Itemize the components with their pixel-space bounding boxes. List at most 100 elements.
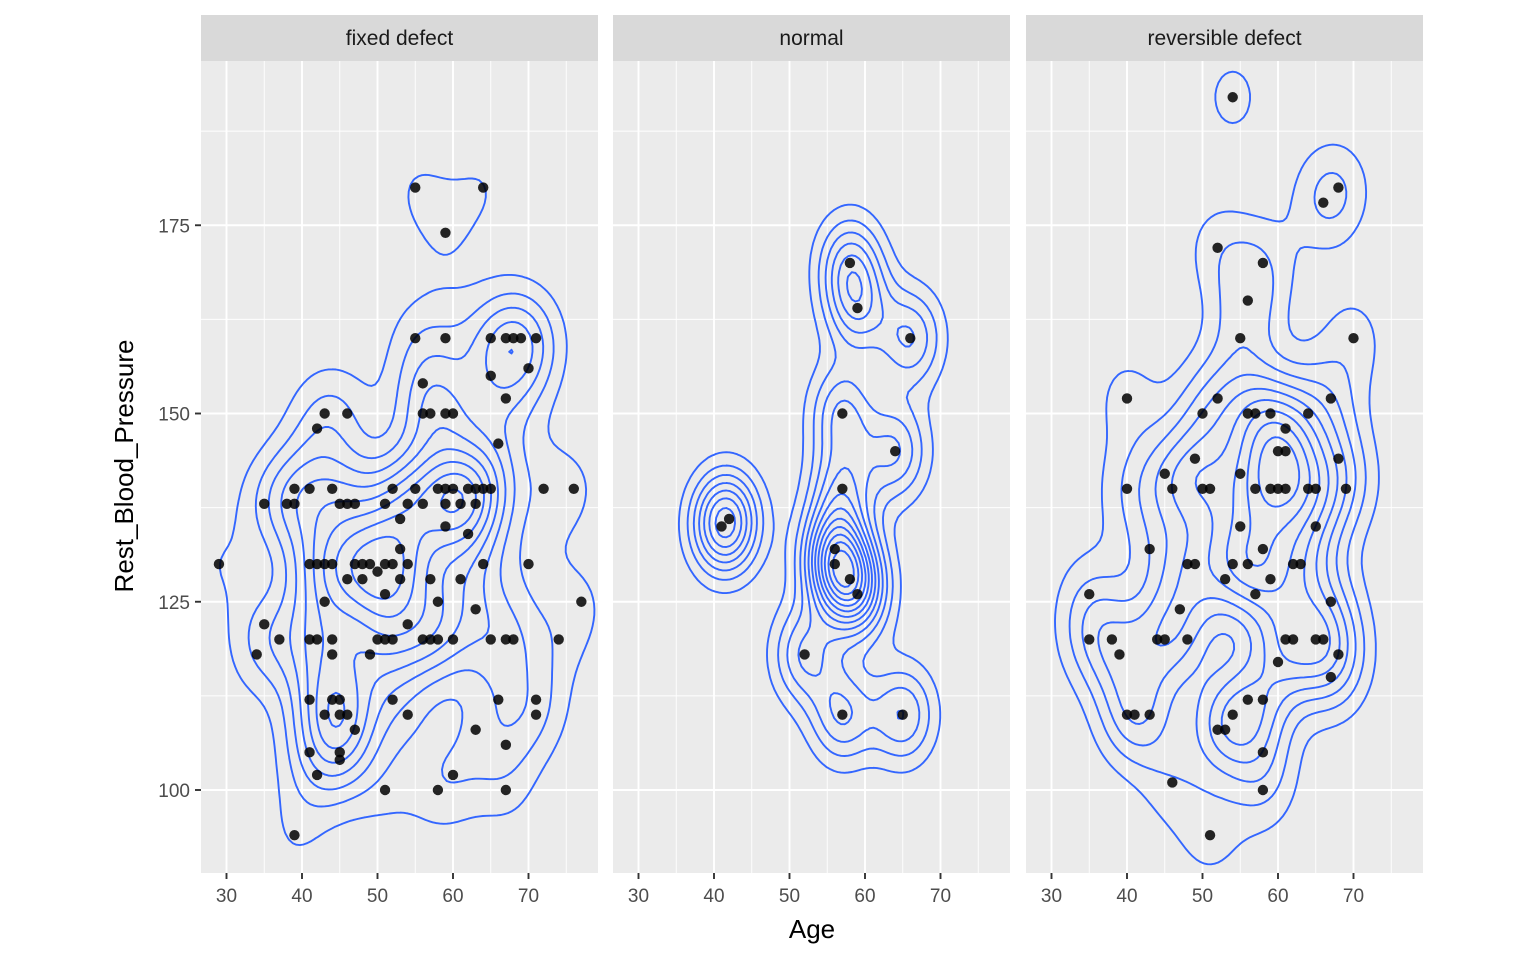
data-point (447, 408, 459, 419)
data-point (402, 558, 413, 570)
data-point (327, 634, 338, 645)
data-point (1242, 694, 1254, 705)
data-point (417, 408, 428, 419)
data-point (1257, 747, 1269, 758)
data-point (1174, 604, 1186, 615)
data-point (530, 694, 542, 705)
data-point (349, 558, 361, 570)
data-point (1242, 558, 1254, 570)
data-point (897, 709, 908, 720)
x-tick-label: 50 (367, 886, 388, 907)
facet-strip-label: fixed defect (346, 27, 454, 50)
data-point (394, 513, 406, 525)
data-point (447, 483, 459, 494)
data-point (1197, 483, 1208, 494)
data-point (470, 483, 481, 494)
data-point (1167, 483, 1178, 494)
data-point (1265, 573, 1276, 585)
data-point (829, 558, 840, 570)
data-point (1257, 257, 1269, 269)
data-point (1310, 634, 1321, 645)
data-point (829, 543, 840, 555)
data-point (432, 784, 444, 796)
data-point (342, 498, 353, 510)
x-tick-label: 40 (703, 886, 724, 907)
y-tick-label: 100 (158, 781, 190, 802)
data-point (342, 573, 353, 585)
data-point (311, 769, 323, 781)
facet-strip (1026, 15, 1423, 61)
density-contour (698, 242, 915, 726)
x-tick-label: 70 (1343, 886, 1364, 907)
data-point (1325, 671, 1337, 683)
data-point (304, 483, 315, 494)
data-point (478, 558, 489, 570)
panel-grid (600, 61, 1010, 873)
data-point (508, 333, 519, 344)
data-point (1333, 453, 1344, 464)
density-contour (350, 488, 465, 600)
data-point (1189, 453, 1201, 464)
data-point (311, 423, 323, 434)
data-point (1250, 483, 1261, 494)
y-tick-label: 150 (158, 405, 190, 426)
data-point (417, 634, 428, 645)
data-point (304, 694, 315, 705)
data-point (440, 333, 451, 344)
data-point (1257, 694, 1269, 705)
data-point (440, 227, 451, 238)
data-point (334, 747, 345, 758)
density-contour (312, 448, 493, 750)
data-point (852, 589, 863, 600)
data-point (425, 634, 436, 645)
data-point (1280, 445, 1291, 457)
density-contour (1081, 346, 1357, 783)
data-point (1250, 589, 1261, 600)
density-contour (267, 306, 545, 791)
facet-panel: normal (600, 15, 1010, 873)
data-point (1272, 483, 1284, 494)
data-point (379, 634, 391, 645)
data-point (251, 649, 262, 660)
points (213, 182, 587, 841)
data-point (530, 709, 542, 720)
x-tick-label: 60 (442, 886, 463, 907)
data-point (327, 558, 338, 570)
density-contour (677, 203, 949, 774)
facet-strip-label: reversible defect (1147, 27, 1301, 50)
data-point (304, 747, 315, 758)
x-tick-label: 50 (779, 886, 800, 907)
density-contour (708, 271, 877, 624)
data-point (289, 498, 300, 510)
data-point (1333, 649, 1344, 660)
data-point (394, 543, 406, 555)
data-point (500, 739, 512, 751)
data-point (1129, 709, 1140, 720)
data-point (837, 709, 848, 720)
data-point (1348, 333, 1359, 344)
data-point (1204, 829, 1216, 841)
data-point (327, 483, 338, 494)
data-point (1325, 393, 1337, 404)
y-tick-label: 175 (158, 216, 190, 237)
data-point (372, 634, 383, 645)
data-point (1325, 596, 1337, 607)
x-tick-label: 30 (216, 886, 237, 907)
x-tick-label: 30 (1041, 886, 1062, 907)
data-point (1167, 777, 1178, 788)
data-point (890, 445, 901, 457)
data-point (1121, 483, 1133, 494)
data-point (1204, 483, 1216, 494)
data-point (319, 558, 330, 570)
data-point (1303, 483, 1314, 494)
data-point (334, 709, 345, 720)
data-point (1265, 408, 1276, 419)
data-point (1250, 408, 1261, 419)
data-point (485, 634, 496, 645)
data-point (379, 558, 391, 570)
data-point (1257, 784, 1269, 796)
data-point (455, 573, 466, 585)
data-point (1144, 543, 1155, 555)
density-contour (1054, 70, 1380, 866)
